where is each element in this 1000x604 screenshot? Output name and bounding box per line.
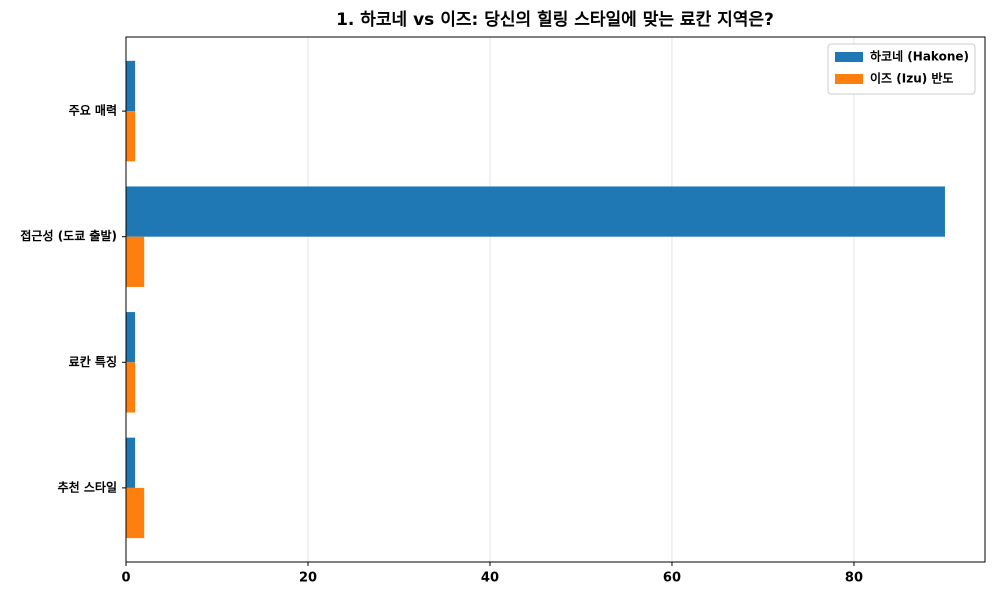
y-tick-label: 료칸 특징	[69, 354, 117, 369]
legend-label: 하코네 (Hakone)	[870, 49, 969, 64]
x-tick-label: 60	[663, 571, 681, 586]
bar	[126, 362, 136, 413]
x-tick-label: 0	[121, 571, 130, 586]
bar	[126, 111, 136, 162]
x-tick-label: 40	[481, 571, 499, 586]
bar	[126, 236, 145, 287]
bar	[126, 186, 945, 237]
legend: 하코네 (Hakone) 이즈 (Izu) 반도	[827, 43, 976, 95]
x-tick-label: 80	[845, 571, 863, 586]
legend-swatch	[835, 74, 863, 84]
x-tick-label: 20	[299, 571, 317, 586]
y-tick-label: 추천 스타일	[58, 479, 117, 494]
legend-label: 이즈 (Izu) 반도	[870, 71, 953, 86]
bar	[126, 487, 145, 539]
bar	[126, 60, 136, 112]
plot-frame	[125, 36, 986, 563]
bar	[126, 312, 136, 363]
legend-swatch	[835, 52, 863, 62]
bar	[126, 437, 136, 488]
y-tick-label: 주요 매력	[69, 103, 117, 118]
y-tick-label: 접근성 (도쿄 출발)	[20, 228, 117, 243]
legend-box	[827, 43, 976, 95]
chart-title: 1. 하코네 vs 이즈: 당신의 힐링 스타일에 맞는 료칸 지역은?	[336, 9, 774, 30]
